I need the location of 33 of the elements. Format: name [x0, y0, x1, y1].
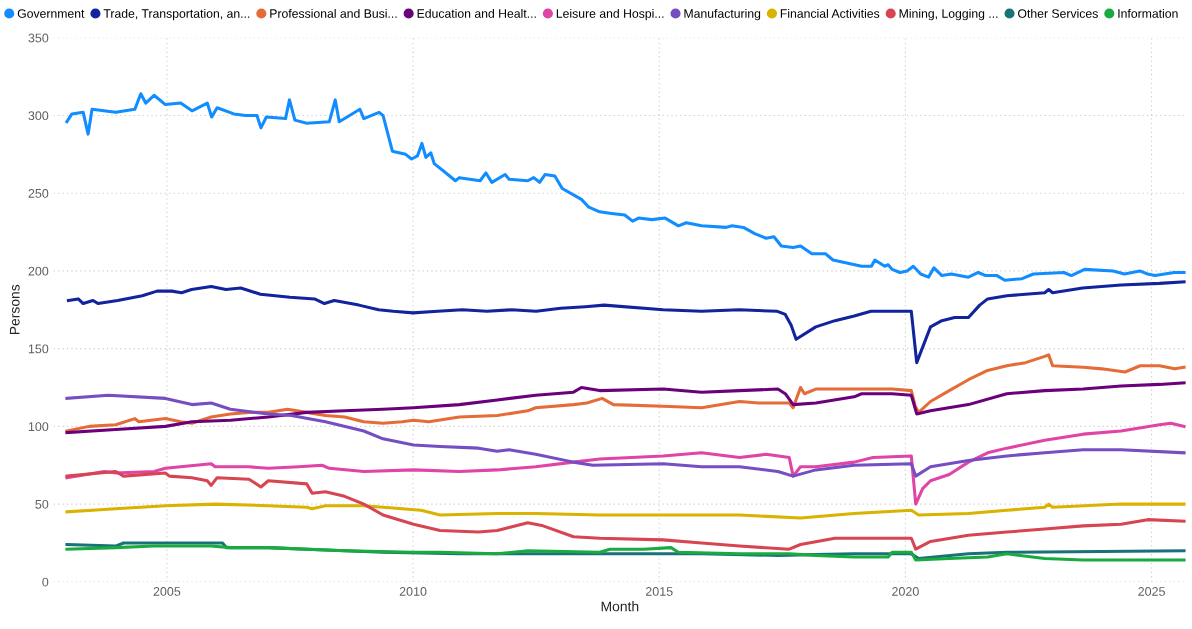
line-series: [65, 469, 1186, 551]
legend-label: Professional and Busi...: [270, 8, 397, 18]
y-tick-label: 0: [42, 577, 49, 587]
y-axis-title: Persons: [9, 284, 20, 335]
line-series: [66, 280, 1186, 365]
line-series: [65, 421, 1186, 506]
y-tick-label: 250: [28, 188, 49, 198]
x-axis-title: Month: [601, 601, 639, 612]
y-tick-label: 350: [28, 33, 49, 43]
legend-label: Manufacturing: [684, 8, 761, 21]
y-tick-label: 200: [28, 266, 49, 276]
y-tick-label: 100: [28, 422, 49, 432]
legend-label: Education and Healt...: [417, 8, 536, 18]
legend-label: Information: [1118, 8, 1178, 18]
legend-label: Mining, Logging ...: [899, 8, 998, 21]
x-tick-label: 2010: [399, 587, 427, 596]
legend-label: Financial Activities: [780, 8, 880, 18]
x-tick-label: 2020: [892, 587, 919, 596]
legend-label: Leisure and Hospi...: [556, 8, 664, 21]
legend-label: Government: [17, 9, 85, 18]
x-tick-label: 2025: [1138, 587, 1165, 596]
x-tick-label: 2005: [153, 587, 181, 596]
line-series: [65, 393, 1186, 478]
line-series: [65, 353, 1186, 433]
y-tick-label: 300: [28, 111, 49, 121]
line-series: [65, 502, 1186, 520]
x-tick-label: 2015: [645, 587, 673, 596]
legend-label: Other Services: [1018, 8, 1098, 18]
y-tick-label: 50: [35, 499, 49, 509]
y-tick-label: 150: [28, 344, 49, 354]
legend-label: Trade, Transportation, an...: [103, 8, 250, 21]
line-series: [65, 381, 1186, 435]
line-series: [65, 92, 1186, 282]
